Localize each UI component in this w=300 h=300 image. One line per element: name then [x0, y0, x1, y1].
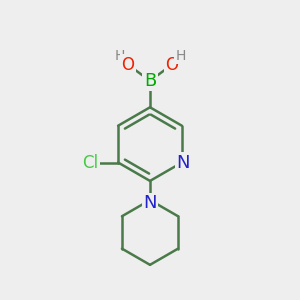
- Text: N: N: [177, 154, 190, 172]
- Text: Cl: Cl: [82, 154, 98, 172]
- Text: O: O: [122, 56, 134, 74]
- Text: H: H: [115, 50, 125, 63]
- Text: B: B: [144, 72, 156, 90]
- Text: O: O: [166, 56, 178, 74]
- Text: N: N: [143, 194, 157, 212]
- Text: H: H: [175, 50, 185, 63]
